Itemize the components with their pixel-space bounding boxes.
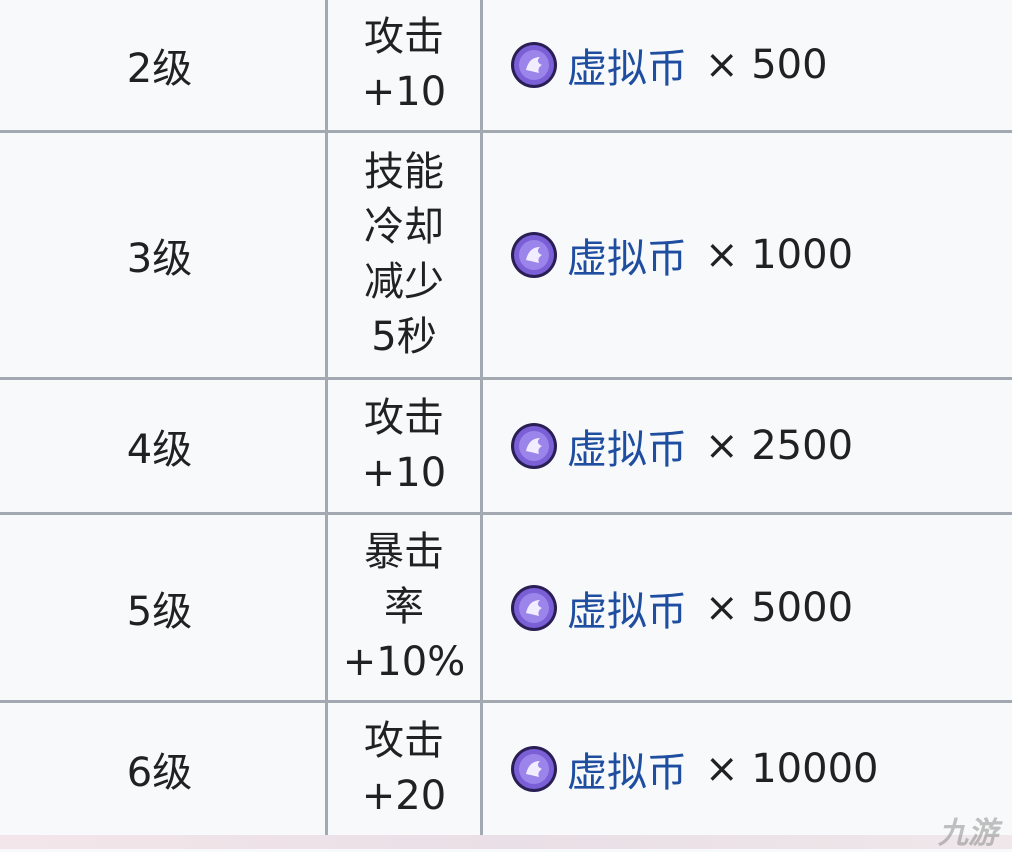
level-cell: 5级	[126, 588, 193, 635]
effect-line: +10%	[342, 639, 466, 685]
effect-line: +10	[361, 450, 447, 496]
level-cell: 4级	[126, 427, 193, 473]
effect-line: 暴击	[364, 529, 444, 575]
cost-amount: × 1000	[705, 232, 854, 278]
effect-cell: 攻击 +20	[325, 703, 483, 835]
effect-line: 5秒	[371, 314, 437, 360]
effect-line: 攻击	[364, 395, 444, 441]
cost-cell: 虚拟币 × 5000	[483, 515, 1012, 700]
currency-link[interactable]: 虚拟币	[567, 588, 687, 635]
cost-amount: × 2500	[705, 423, 854, 469]
currency-link[interactable]: 虚拟币	[567, 427, 687, 473]
effect-cell: 技能冷却减少 5秒	[325, 133, 483, 377]
effect-line: 攻击	[364, 718, 444, 764]
coin-icon	[511, 232, 557, 278]
table-row: 4级 攻击 +10 虚拟币 × 2500	[0, 380, 1012, 515]
currency-link[interactable]: 虚拟币	[567, 750, 687, 796]
level-cell: 2级	[126, 46, 193, 92]
effect-line: 攻击	[364, 14, 444, 60]
effect-line: 技能	[364, 149, 444, 195]
cost-cell: 虚拟币 × 500	[483, 0, 1012, 130]
coin-icon	[511, 42, 557, 88]
currency-link[interactable]: 虚拟币	[567, 236, 687, 282]
table-row: 5级 暴击率 +10% 虚拟币 × 5000	[0, 515, 1012, 703]
watermark: 九游	[938, 816, 998, 851]
effect-cell: 暴击率 +10%	[325, 515, 483, 700]
cost-amount: × 500	[705, 42, 828, 88]
currency-link[interactable]: 虚拟币	[567, 46, 687, 92]
coin-icon	[511, 746, 557, 792]
background-strip	[0, 835, 1012, 849]
effect-line: 减少	[364, 259, 444, 305]
effect-line: +20	[361, 773, 447, 819]
effect-line: +10	[361, 69, 447, 115]
cost-cell: 虚拟币 × 10000	[483, 703, 1012, 835]
cost-amount: × 5000	[705, 584, 854, 631]
table-row: 6级 攻击 +20 虚拟币 × 10000	[0, 703, 1012, 838]
cost-cell: 虚拟币 × 2500	[483, 380, 1012, 512]
level-cell: 6级	[126, 750, 193, 796]
effect-cell: 攻击 +10	[325, 380, 483, 512]
coin-icon	[511, 584, 557, 631]
cost-cell: 虚拟币 × 1000	[483, 133, 1012, 377]
effect-cell: 攻击 +10	[325, 0, 483, 130]
table-row: 2级 攻击 +10 虚拟币 × 500	[0, 0, 1012, 133]
cost-amount: × 10000	[705, 746, 879, 792]
effect-line: 率	[384, 584, 424, 630]
effect-line: 冷却	[364, 204, 444, 250]
coin-icon	[511, 423, 557, 469]
level-cell: 3级	[126, 236, 193, 282]
table-row: 3级 技能冷却减少 5秒 虚拟币 × 1000	[0, 133, 1012, 380]
